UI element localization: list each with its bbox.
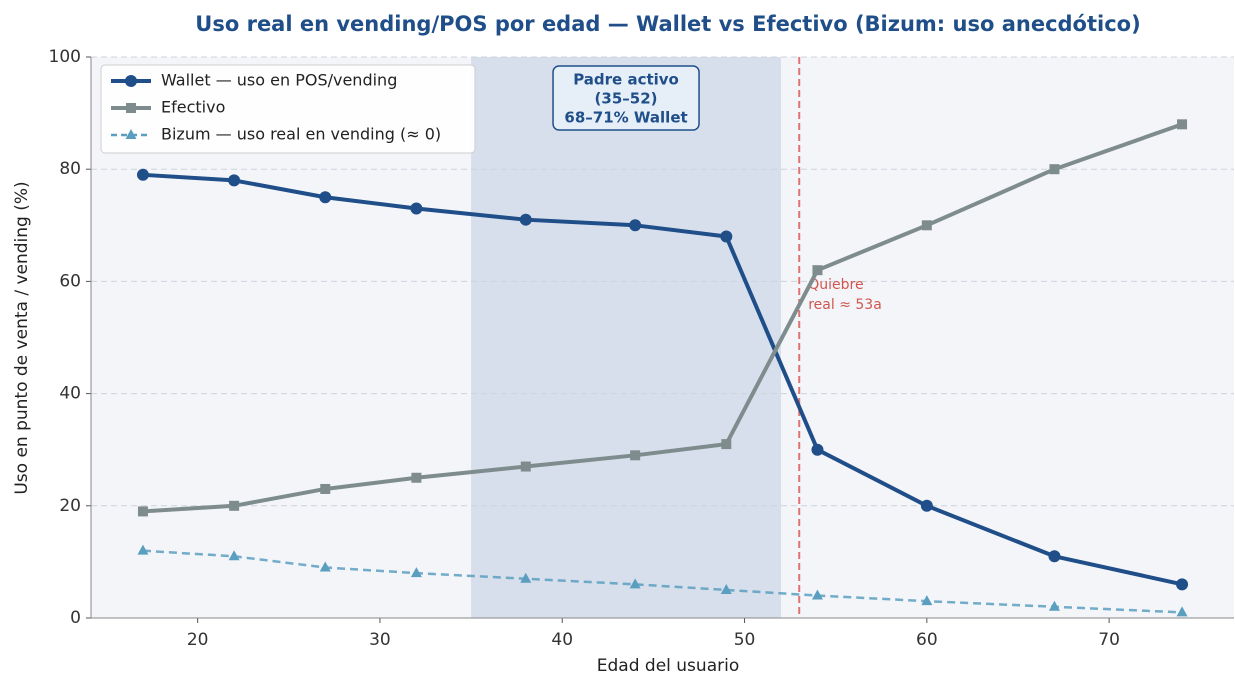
x-tick-label: 60 [916, 630, 938, 650]
threshold-label: Quiebre [808, 277, 863, 293]
y-tick-label: 100 [49, 47, 81, 67]
y-tick-label: 0 [70, 608, 81, 628]
x-tick-label: 70 [1098, 630, 1120, 650]
y-tick-label: 40 [59, 384, 81, 404]
x-tick-label: 50 [734, 630, 756, 650]
legend-marker [125, 129, 137, 139]
highlight-span [471, 57, 781, 618]
data-point [629, 578, 641, 589]
legend-label: Efectivo [161, 98, 225, 117]
data-point [319, 191, 332, 204]
legend: Wallet — uso en POS/vending Efectivo Bizum… [100, 64, 476, 154]
y-tick-label: 60 [59, 271, 81, 291]
data-point [811, 443, 824, 456]
legend-marker [126, 103, 136, 113]
data-point [720, 583, 732, 594]
data-point [921, 220, 932, 231]
highlight-label: 68–71% Wallet [564, 109, 687, 127]
data-point [319, 561, 331, 572]
x-axis-label: Edad del usuario [597, 656, 739, 675]
highlight-box [552, 65, 700, 131]
data-point [720, 230, 733, 243]
y-axis-label: Uso en punto de venta / vending (%) [12, 181, 32, 494]
data-point [921, 595, 933, 606]
highlight-label: (35–52) [595, 90, 658, 108]
data-point [136, 168, 149, 181]
data-point [1049, 164, 1060, 175]
legend-marker [125, 75, 137, 87]
data-point [721, 439, 732, 450]
data-point [320, 483, 331, 494]
legend-box [100, 64, 476, 154]
data-point [228, 174, 241, 187]
x-tick-label: 20 [187, 630, 209, 650]
data-point [411, 472, 422, 483]
data-point [520, 572, 532, 583]
legend-label: Bizum — uso real en vending (≈ 0) [161, 125, 441, 144]
data-point [229, 500, 240, 511]
threshold-label: real ≈ 53a [808, 297, 882, 313]
y-tick-label: 20 [59, 496, 81, 516]
data-point [1048, 550, 1061, 563]
data-point [520, 461, 531, 472]
legend-label: Wallet — uso en POS/vending [161, 71, 397, 90]
data-point [811, 589, 823, 600]
data-point [812, 265, 823, 276]
y-tick-label: 80 [59, 159, 81, 179]
data-point [920, 499, 933, 512]
data-point [137, 506, 148, 517]
data-point [1177, 119, 1188, 130]
highlight-label: Padre activo [573, 71, 679, 89]
data-point [630, 450, 641, 461]
data-point [629, 219, 642, 232]
data-point [410, 567, 422, 578]
x-tick-label: 40 [551, 630, 573, 650]
data-point [228, 550, 240, 561]
x-tick-label: 30 [369, 630, 391, 650]
data-point [1176, 578, 1189, 591]
data-point [1176, 606, 1188, 617]
data-point [1048, 600, 1060, 611]
data-point [410, 202, 423, 215]
data-point [137, 544, 149, 555]
data-point [519, 213, 532, 226]
chart-title: Uso real en vending/POS por edad — Walle… [195, 12, 1140, 36]
